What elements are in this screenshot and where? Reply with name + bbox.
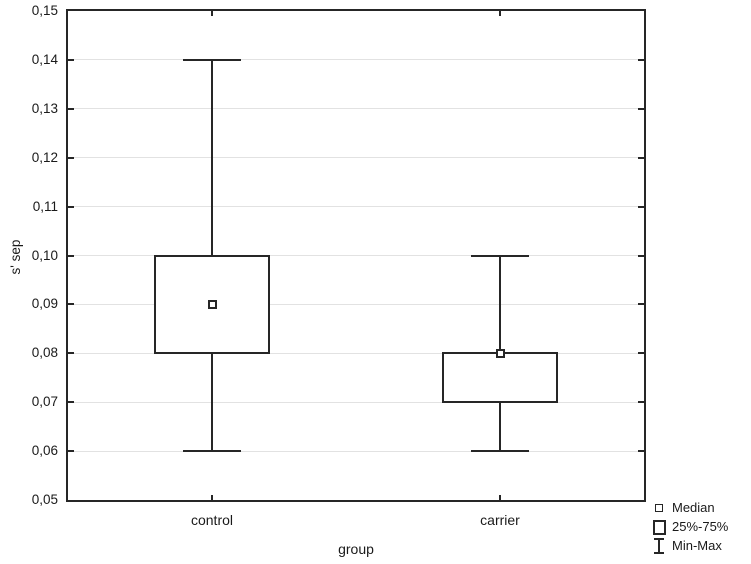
- y-tick-left: [68, 450, 74, 453]
- whisker-cap-min: [471, 450, 529, 453]
- y-tick-left: [68, 107, 74, 110]
- gridline: [68, 108, 644, 110]
- y-tick-label: 0,13: [31, 100, 58, 116]
- y-tick-label: 0,05: [31, 492, 58, 507]
- median-square-icon: [655, 504, 663, 512]
- whisker-cap-max: [183, 58, 241, 61]
- y-tick-label: 0,09: [31, 296, 58, 312]
- y-tick-right: [638, 107, 644, 110]
- y-tick-label: 0,15: [31, 3, 58, 18]
- median-marker: [207, 299, 217, 309]
- legend-label-iqr: 25%-75%: [672, 519, 729, 534]
- plot-area: [66, 9, 646, 502]
- x-axis-title: group: [338, 541, 374, 557]
- y-tick-right: [638, 450, 644, 453]
- legend-label-median: Median: [672, 500, 715, 515]
- whisker-cap-min: [183, 450, 241, 453]
- legend: Median 25%-75% Min-Max: [646, 500, 751, 554]
- y-tick-right: [638, 156, 644, 159]
- legend-label-minmax: Min-Max: [672, 538, 722, 553]
- gridline: [68, 157, 644, 159]
- min-max-ibeam-icon: [654, 538, 664, 554]
- gridline: [68, 352, 644, 354]
- y-tick-right: [638, 352, 644, 355]
- x-category-label: carrier: [480, 512, 520, 528]
- y-tick-left: [68, 205, 74, 208]
- y-tick-left: [68, 156, 74, 159]
- y-tick-label: 0,08: [31, 345, 58, 361]
- x-tick-bottom: [211, 495, 213, 500]
- legend-row-iqr: 25%-75%: [646, 519, 751, 535]
- y-tick-right: [638, 205, 644, 208]
- x-category-label: control: [190, 512, 234, 528]
- y-tick-label: 0,06: [31, 443, 58, 459]
- y-tick-right: [638, 303, 644, 306]
- whisker-cap-max: [471, 254, 529, 257]
- legend-row-minmax: Min-Max: [646, 538, 751, 554]
- y-tick-left: [68, 352, 74, 355]
- y-tick-left: [68, 401, 74, 404]
- y-tick-label: 0,14: [31, 51, 58, 67]
- gridline: [68, 401, 644, 403]
- y-tick-right: [638, 401, 644, 404]
- iqr-box: [442, 352, 558, 404]
- y-tick-label: 0,07: [31, 394, 58, 410]
- gridline: [68, 59, 644, 61]
- gridline: [68, 450, 644, 452]
- median-marker: [495, 348, 505, 358]
- legend-row-median: Median: [646, 500, 751, 516]
- iqr-box-icon: [652, 519, 666, 535]
- y-tick-right: [638, 254, 644, 257]
- x-tick-top: [499, 11, 501, 16]
- y-tick-label: 0,12: [31, 149, 58, 165]
- gridline: [68, 255, 644, 256]
- x-tick-top: [211, 11, 213, 16]
- y-tick-label: 0,10: [31, 247, 58, 263]
- y-tick-left: [68, 58, 74, 61]
- y-tick-left: [68, 254, 74, 257]
- gridline: [68, 206, 644, 208]
- y-tick-left: [68, 303, 74, 306]
- y-tick-label: 0,11: [32, 198, 58, 214]
- x-tick-bottom: [499, 495, 501, 500]
- y-tick-right: [638, 58, 644, 61]
- gridline: [68, 303, 644, 305]
